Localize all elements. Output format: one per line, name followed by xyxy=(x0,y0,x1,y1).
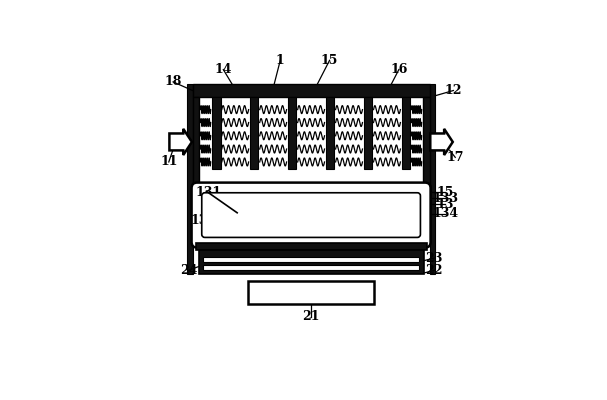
Text: 15: 15 xyxy=(321,54,338,67)
Bar xyxy=(423,97,430,191)
Text: 132: 132 xyxy=(191,214,217,227)
Text: 134: 134 xyxy=(432,207,458,220)
Bar xyxy=(192,97,199,191)
Text: 18: 18 xyxy=(164,75,181,88)
Text: 12: 12 xyxy=(445,84,462,97)
Text: 21: 21 xyxy=(302,310,320,323)
Text: 131: 131 xyxy=(196,186,222,199)
FancyArrow shape xyxy=(169,129,192,155)
Bar xyxy=(288,97,296,169)
Bar xyxy=(250,97,259,169)
Text: 17: 17 xyxy=(447,151,464,164)
Bar xyxy=(192,84,430,97)
Bar xyxy=(198,250,424,274)
Text: 133: 133 xyxy=(432,192,458,205)
Text: 16: 16 xyxy=(390,63,407,76)
FancyArrow shape xyxy=(430,129,453,155)
Text: 22: 22 xyxy=(426,264,443,277)
Bar xyxy=(326,97,334,169)
Text: 23: 23 xyxy=(426,252,443,264)
FancyBboxPatch shape xyxy=(202,193,421,238)
Text: 11: 11 xyxy=(160,156,177,168)
Bar xyxy=(195,243,427,250)
Text: 13: 13 xyxy=(436,198,454,211)
Text: 15: 15 xyxy=(436,186,454,199)
Text: 24: 24 xyxy=(180,264,197,277)
Bar xyxy=(364,97,372,169)
Bar xyxy=(248,280,375,304)
Bar xyxy=(192,185,430,191)
Bar xyxy=(212,97,220,169)
Bar xyxy=(203,257,419,262)
Text: 1: 1 xyxy=(276,54,285,67)
Bar xyxy=(199,97,423,191)
Bar xyxy=(402,97,410,169)
Bar xyxy=(430,84,435,274)
Text: 14: 14 xyxy=(214,63,232,76)
Bar xyxy=(187,84,192,274)
FancyBboxPatch shape xyxy=(192,182,430,248)
Bar xyxy=(203,265,419,270)
